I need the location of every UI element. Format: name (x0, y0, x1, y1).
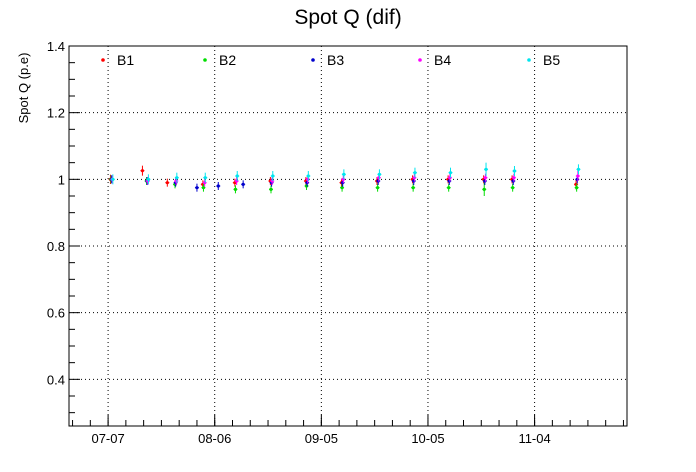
data-point-b3 (216, 184, 220, 188)
data-point-b3 (305, 181, 309, 185)
data-point-b5 (146, 177, 150, 181)
data-point-b5 (203, 176, 207, 180)
legend-label-b3: B3 (327, 52, 344, 68)
legend-label-b1: B1 (117, 52, 134, 68)
data-point-b5 (175, 176, 179, 180)
x-tick-label: 07-07 (91, 431, 124, 446)
data-point-b5 (342, 172, 346, 176)
y-tick-label: 0.4 (47, 372, 65, 387)
data-point-b5 (512, 169, 517, 173)
data-point-b5 (111, 177, 115, 181)
legend-marker-b4 (418, 58, 422, 62)
data-point-b3 (447, 179, 451, 183)
data-point-b5 (576, 167, 581, 171)
legend-marker-b3 (311, 58, 315, 62)
plot-frame (68, 45, 628, 427)
y-tick-label: 1.2 (47, 106, 65, 121)
legend-marker-b2 (203, 58, 207, 62)
data-point-b5 (235, 174, 239, 178)
data-point-b2 (304, 184, 309, 188)
legend-label-b2: B2 (219, 52, 236, 68)
data-point-b2 (511, 186, 515, 190)
data-point-b3 (241, 182, 245, 186)
data-point-b2 (482, 187, 486, 191)
data-point-b2 (575, 186, 579, 190)
grid (69, 46, 627, 426)
data-points (108, 162, 581, 196)
data-point-b5 (448, 171, 453, 175)
chart-title: Spot Q (dif) (294, 6, 401, 29)
data-point-b4 (412, 176, 416, 180)
data-point-b5 (377, 172, 382, 176)
data-point-b2 (269, 187, 273, 191)
data-point-b5 (484, 167, 488, 171)
data-point-b4 (483, 176, 488, 180)
x-tick-label: 11-04 (518, 431, 550, 446)
x-tick-label: 10-05 (411, 431, 444, 446)
y-axis-label: Spot Q (p.e) (16, 53, 31, 124)
data-point-b4 (203, 181, 207, 185)
data-point-b4 (174, 179, 178, 183)
data-point-b5 (271, 174, 275, 178)
data-point-b4 (512, 176, 516, 180)
data-point-b3 (511, 179, 515, 183)
data-point-b3 (483, 179, 487, 183)
data-point-b4 (448, 176, 452, 180)
data-point-b1 (140, 169, 145, 173)
legend-label-b4: B4 (434, 52, 451, 68)
legend-marker-b1 (101, 58, 105, 62)
data-point-b4 (235, 179, 239, 183)
y-tick-label: 1.4 (47, 39, 65, 54)
legend-marker-b5 (527, 58, 531, 62)
data-point-b4 (270, 179, 274, 183)
data-point-b2 (340, 186, 344, 190)
data-point-b4 (341, 177, 345, 181)
data-point-b2 (233, 187, 238, 191)
legend-label-b5: B5 (543, 52, 560, 68)
x-tick-label: 09-05 (305, 431, 338, 446)
axes: 0.4 0.6 0.8 1 1.2 1.4 07-07 08-06 09-05 10-05 11-0… (47, 39, 628, 446)
y-tick-label: 0.8 (47, 239, 65, 254)
data-point-b4 (576, 174, 580, 178)
data-point-b2 (447, 186, 451, 190)
data-point-b2 (376, 186, 380, 190)
x-tick-label: 08-06 (198, 431, 231, 446)
data-point-b2 (411, 186, 415, 190)
data-point-b3 (341, 181, 345, 185)
data-point-b5 (306, 174, 310, 178)
data-point-b3 (376, 179, 380, 183)
data-point-b2 (201, 186, 206, 190)
data-point-b3 (195, 186, 199, 190)
y-tick-label: 0.6 (47, 306, 65, 321)
legend: B1 B2 B3 B4 B5 (101, 52, 560, 68)
y-tick-label: 1 (58, 172, 65, 187)
data-point-b5 (413, 171, 417, 175)
data-point-b4 (306, 177, 310, 181)
data-point-b4 (377, 176, 381, 180)
data-point-b3 (412, 179, 416, 183)
data-point-b1 (165, 181, 169, 185)
data-point-b3 (575, 177, 579, 181)
